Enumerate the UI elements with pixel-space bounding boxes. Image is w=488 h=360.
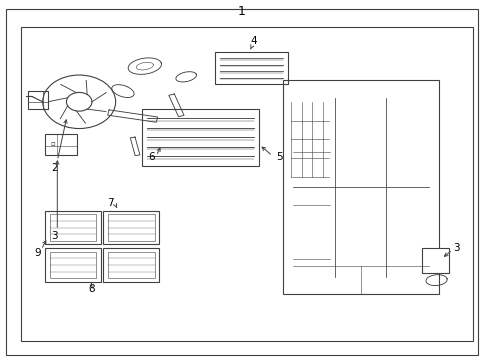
Bar — [108, 214, 154, 241]
Text: 3: 3 — [452, 243, 458, 253]
Bar — [103, 248, 159, 282]
Bar — [103, 211, 159, 244]
Bar — [45, 134, 77, 155]
Text: 7: 7 — [107, 198, 114, 208]
Bar — [50, 214, 96, 241]
Bar — [283, 80, 438, 294]
Bar — [421, 248, 448, 273]
Text: 8: 8 — [88, 284, 95, 294]
Bar — [45, 211, 101, 244]
Text: 6: 6 — [148, 152, 154, 162]
Text: 3: 3 — [51, 230, 58, 240]
Text: 5: 5 — [276, 152, 282, 162]
Bar — [21, 27, 472, 341]
Bar — [108, 252, 154, 278]
Text: 2: 2 — [51, 163, 58, 173]
Text: 1: 1 — [238, 5, 245, 18]
Text: ⊡: ⊡ — [50, 142, 55, 147]
Bar — [215, 52, 287, 84]
Bar — [45, 248, 101, 282]
Bar — [142, 109, 259, 166]
Text: 4: 4 — [250, 36, 257, 46]
Bar — [28, 91, 47, 109]
Bar — [50, 252, 96, 278]
Text: 9: 9 — [35, 248, 41, 258]
